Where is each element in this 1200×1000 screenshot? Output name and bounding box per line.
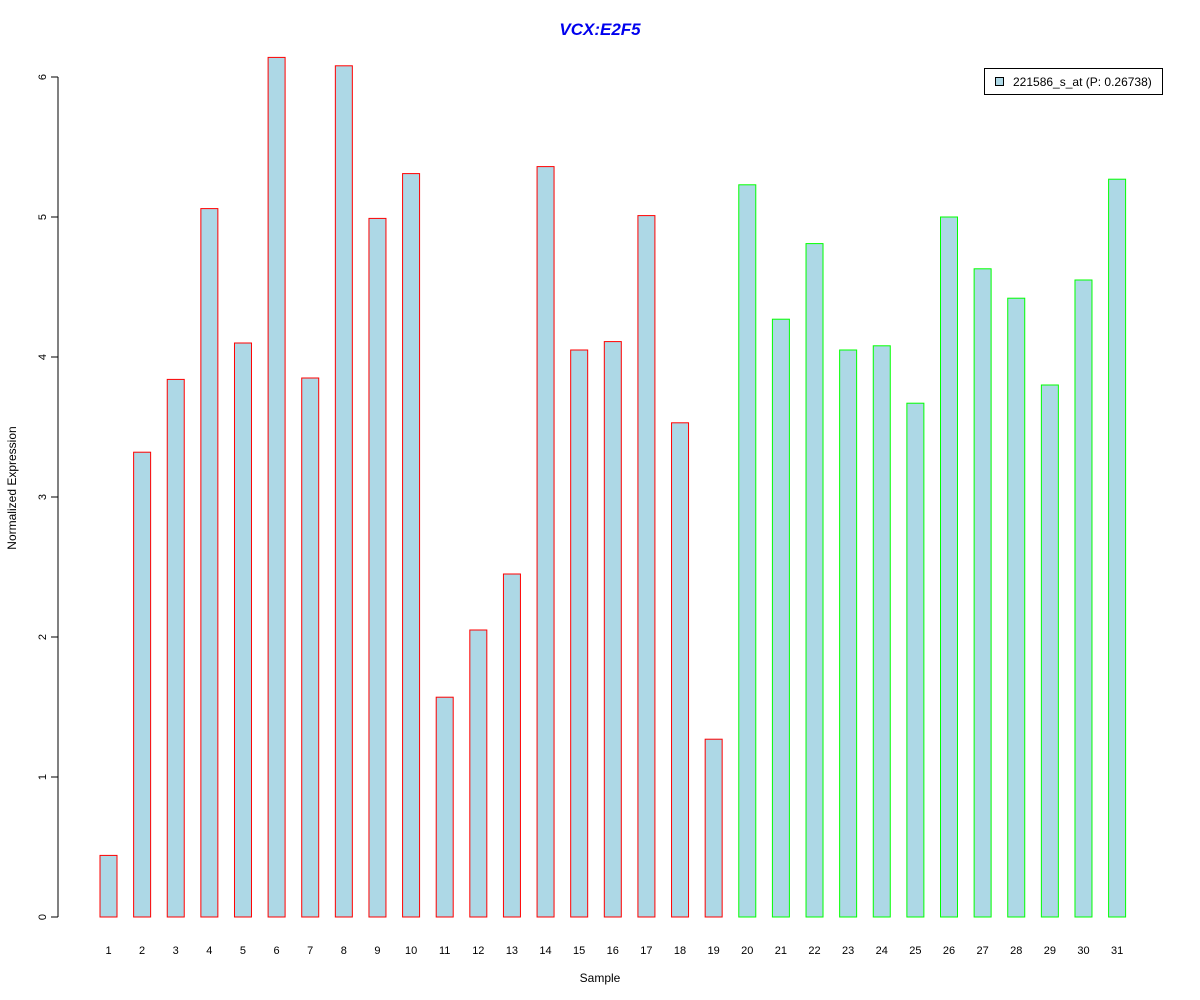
bar-sample-20 [738, 184, 757, 918]
y-tick-label: 4 [37, 354, 49, 360]
x-tick-label: 15 [573, 945, 585, 957]
bar-sample-23 [839, 349, 858, 918]
x-tick-label: 12 [472, 945, 484, 957]
y-tick-label: 2 [37, 634, 49, 640]
bar-sample-30 [1074, 279, 1093, 918]
x-axis-label: Sample [579, 971, 621, 985]
x-tick-label: 28 [1010, 945, 1022, 957]
legend-swatch [995, 77, 1004, 86]
y-tick-label: 1 [37, 774, 49, 780]
x-tick-label: 14 [539, 945, 551, 957]
bar-sample-4 [200, 208, 219, 918]
bar-sample-8 [334, 65, 353, 918]
bar-sample-2 [133, 451, 152, 918]
x-tick-label: 22 [808, 945, 820, 957]
bar-sample-3 [166, 378, 185, 918]
x-tick-label: 19 [708, 945, 720, 957]
bar-sample-15 [570, 349, 589, 918]
bar-sample-10 [402, 173, 421, 918]
x-tick-label: 16 [607, 945, 619, 957]
x-tick-label: 20 [741, 945, 753, 957]
x-tick-label: 8 [341, 945, 347, 957]
bar-sample-22 [805, 243, 824, 918]
x-tick-label: 23 [842, 945, 854, 957]
bar-sample-17 [637, 215, 656, 918]
bar-sample-18 [671, 422, 690, 918]
legend: 221586_s_at (P: 0.26738) [984, 68, 1163, 95]
x-tick-label: 26 [943, 945, 955, 957]
bar-sample-21 [771, 318, 790, 918]
bar-sample-13 [502, 573, 521, 918]
x-tick-label: 30 [1077, 945, 1089, 957]
x-tick-label: 7 [307, 945, 313, 957]
chart-title: VCX:E2F5 [559, 20, 641, 39]
bar-sample-24 [872, 345, 891, 918]
x-tick-label: 4 [206, 945, 212, 957]
legend-label: 221586_s_at (P: 0.26738) [1013, 74, 1152, 89]
x-tick-label: 13 [506, 945, 518, 957]
x-tick-label: 11 [439, 945, 450, 957]
bar-sample-27 [973, 268, 992, 918]
y-tick-label: 5 [37, 214, 49, 220]
bar-sample-1 [99, 854, 118, 918]
bar-sample-12 [469, 629, 488, 918]
x-tick-label: 24 [876, 945, 888, 957]
bar-sample-31 [1108, 178, 1127, 918]
x-tick-label: 9 [374, 945, 380, 957]
x-tick-label: 10 [405, 945, 417, 957]
bar-sample-16 [603, 341, 622, 918]
x-tick-label: 27 [976, 945, 988, 957]
bar-sample-7 [301, 377, 320, 918]
x-tick-label: 31 [1111, 945, 1123, 957]
bar-sample-19 [704, 738, 723, 918]
bar-sample-28 [1007, 297, 1026, 918]
bar-sample-26 [940, 216, 958, 918]
bar-sample-9 [368, 217, 387, 918]
y-tick-label: 6 [37, 74, 49, 80]
x-tick-label: 2 [139, 945, 145, 957]
y-tick-label: 3 [37, 494, 49, 500]
bar-sample-25 [906, 402, 925, 918]
bar-sample-29 [1040, 384, 1059, 918]
bar-sample-5 [233, 342, 252, 918]
bar-sample-6 [267, 56, 286, 918]
bar-sample-11 [435, 696, 454, 918]
x-tick-label: 25 [909, 945, 921, 957]
bar-sample-14 [536, 166, 555, 918]
x-tick-label: 21 [775, 945, 787, 957]
y-tick-label: 0 [37, 914, 49, 920]
x-tick-label: 18 [674, 945, 686, 957]
x-tick-label: 17 [640, 945, 652, 957]
x-tick-label: 29 [1044, 945, 1056, 957]
x-tick-label: 3 [173, 945, 179, 957]
y-axis-label: Normalized Expression [5, 426, 19, 550]
x-tick-label: 6 [274, 945, 280, 957]
x-tick-label: 1 [105, 945, 111, 957]
x-tick-label: 5 [240, 945, 246, 957]
